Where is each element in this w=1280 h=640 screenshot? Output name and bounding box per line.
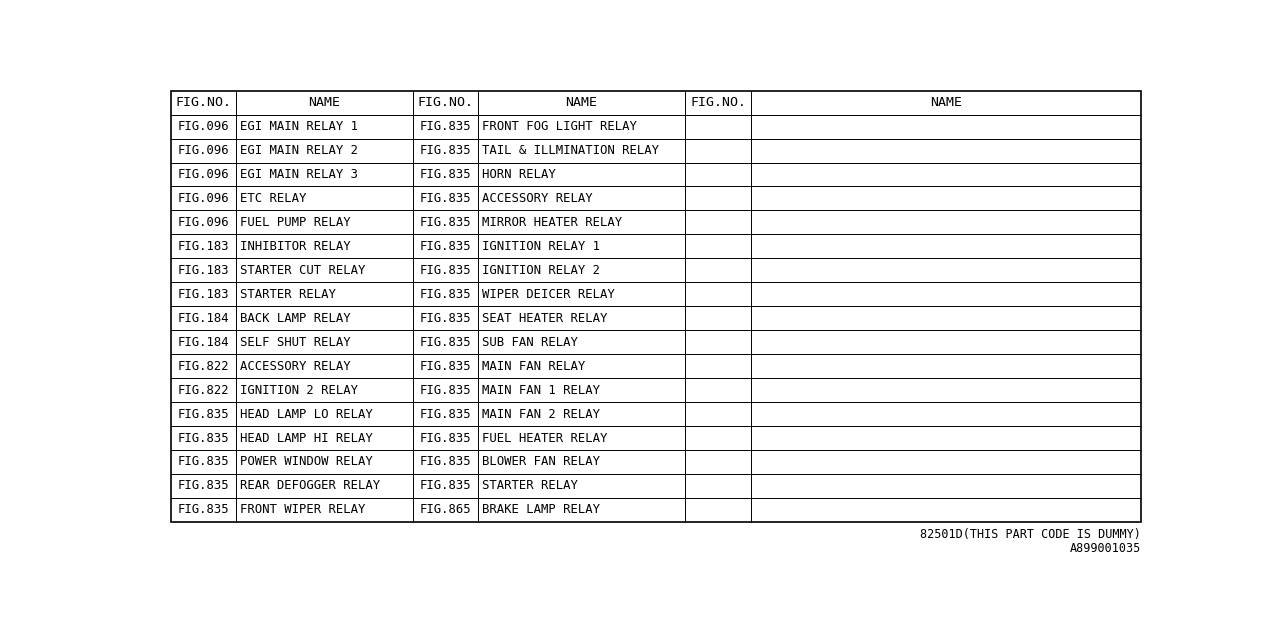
- Text: SEAT HEATER RELAY: SEAT HEATER RELAY: [481, 312, 607, 324]
- Text: REAR DEFOGGER RELAY: REAR DEFOGGER RELAY: [239, 479, 380, 492]
- Text: MIRROR HEATER RELAY: MIRROR HEATER RELAY: [481, 216, 622, 229]
- Bar: [170, 91, 1142, 522]
- Text: MAIN FAN 1 RELAY: MAIN FAN 1 RELAY: [481, 383, 599, 397]
- Text: FIG.835: FIG.835: [420, 120, 471, 133]
- Text: POWER WINDOW RELAY: POWER WINDOW RELAY: [239, 456, 372, 468]
- Text: FIG.NO.: FIG.NO.: [690, 96, 746, 109]
- Text: IGNITION 2 RELAY: IGNITION 2 RELAY: [239, 383, 358, 397]
- Text: EGI MAIN RELAY 1: EGI MAIN RELAY 1: [239, 120, 358, 133]
- Text: FIG.835: FIG.835: [420, 456, 471, 468]
- Text: FIG.096: FIG.096: [178, 144, 229, 157]
- Text: FUEL HEATER RELAY: FUEL HEATER RELAY: [481, 431, 607, 445]
- Text: A899001035: A899001035: [1070, 542, 1142, 555]
- Text: FIG.822: FIG.822: [178, 360, 229, 372]
- Text: FIG.NO.: FIG.NO.: [175, 96, 232, 109]
- Text: BACK LAMP RELAY: BACK LAMP RELAY: [239, 312, 351, 324]
- Text: IGNITION RELAY 2: IGNITION RELAY 2: [481, 264, 599, 277]
- Text: STARTER RELAY: STARTER RELAY: [239, 288, 335, 301]
- Text: FIG.835: FIG.835: [420, 383, 471, 397]
- Text: BRAKE LAMP RELAY: BRAKE LAMP RELAY: [481, 504, 599, 516]
- Text: FIG.835: FIG.835: [420, 288, 471, 301]
- Text: EGI MAIN RELAY 3: EGI MAIN RELAY 3: [239, 168, 358, 181]
- Text: FIG.822: FIG.822: [178, 383, 229, 397]
- Text: HORN RELAY: HORN RELAY: [481, 168, 556, 181]
- Text: FIG.835: FIG.835: [420, 408, 471, 420]
- Text: IGNITION RELAY 1: IGNITION RELAY 1: [481, 240, 599, 253]
- Text: FIG.183: FIG.183: [178, 264, 229, 277]
- Text: ACCESSORY RELAY: ACCESSORY RELAY: [239, 360, 351, 372]
- Text: FIG.835: FIG.835: [420, 360, 471, 372]
- Text: ACCESSORY RELAY: ACCESSORY RELAY: [481, 192, 593, 205]
- Text: FIG.096: FIG.096: [178, 120, 229, 133]
- Text: FIG.835: FIG.835: [178, 479, 229, 492]
- Text: FIG.835: FIG.835: [420, 240, 471, 253]
- Text: FIG.184: FIG.184: [178, 312, 229, 324]
- Text: FIG.835: FIG.835: [420, 479, 471, 492]
- Text: FIG.835: FIG.835: [420, 431, 471, 445]
- Text: HEAD LAMP LO RELAY: HEAD LAMP LO RELAY: [239, 408, 372, 420]
- Text: STARTER RELAY: STARTER RELAY: [481, 479, 577, 492]
- Text: NAME: NAME: [929, 96, 961, 109]
- Text: BLOWER FAN RELAY: BLOWER FAN RELAY: [481, 456, 599, 468]
- Text: 82501D(THIS PART CODE IS DUMMY): 82501D(THIS PART CODE IS DUMMY): [920, 528, 1142, 541]
- Text: FRONT WIPER RELAY: FRONT WIPER RELAY: [239, 504, 365, 516]
- Text: FIG.835: FIG.835: [420, 264, 471, 277]
- Text: INHIBITOR RELAY: INHIBITOR RELAY: [239, 240, 351, 253]
- Text: FIG.183: FIG.183: [178, 240, 229, 253]
- Text: NAME: NAME: [308, 96, 340, 109]
- Text: TAIL & ILLMINATION RELAY: TAIL & ILLMINATION RELAY: [481, 144, 659, 157]
- Text: MAIN FAN RELAY: MAIN FAN RELAY: [481, 360, 585, 372]
- Text: EGI MAIN RELAY 2: EGI MAIN RELAY 2: [239, 144, 358, 157]
- Text: FIG.835: FIG.835: [178, 504, 229, 516]
- Text: FIG.835: FIG.835: [420, 192, 471, 205]
- Text: SELF SHUT RELAY: SELF SHUT RELAY: [239, 336, 351, 349]
- Text: ETC RELAY: ETC RELAY: [239, 192, 306, 205]
- Text: FIG.835: FIG.835: [178, 408, 229, 420]
- Text: FIG.835: FIG.835: [420, 216, 471, 229]
- Text: FIG.183: FIG.183: [178, 288, 229, 301]
- Text: FIG.835: FIG.835: [420, 336, 471, 349]
- Text: SUB FAN RELAY: SUB FAN RELAY: [481, 336, 577, 349]
- Text: FIG.865: FIG.865: [420, 504, 471, 516]
- Text: FIG.835: FIG.835: [178, 431, 229, 445]
- Text: FIG.096: FIG.096: [178, 192, 229, 205]
- Text: FIG.NO.: FIG.NO.: [417, 96, 474, 109]
- Text: FIG.835: FIG.835: [420, 312, 471, 324]
- Text: FIG.184: FIG.184: [178, 336, 229, 349]
- Text: FRONT FOG LIGHT RELAY: FRONT FOG LIGHT RELAY: [481, 120, 636, 133]
- Text: FUEL PUMP RELAY: FUEL PUMP RELAY: [239, 216, 351, 229]
- Text: STARTER CUT RELAY: STARTER CUT RELAY: [239, 264, 365, 277]
- Text: NAME: NAME: [566, 96, 598, 109]
- Text: WIPER DEICER RELAY: WIPER DEICER RELAY: [481, 288, 614, 301]
- Text: FIG.835: FIG.835: [178, 456, 229, 468]
- Text: FIG.096: FIG.096: [178, 216, 229, 229]
- Text: HEAD LAMP HI RELAY: HEAD LAMP HI RELAY: [239, 431, 372, 445]
- Text: FIG.835: FIG.835: [420, 168, 471, 181]
- Text: FIG.096: FIG.096: [178, 168, 229, 181]
- Text: MAIN FAN 2 RELAY: MAIN FAN 2 RELAY: [481, 408, 599, 420]
- Text: FIG.835: FIG.835: [420, 144, 471, 157]
